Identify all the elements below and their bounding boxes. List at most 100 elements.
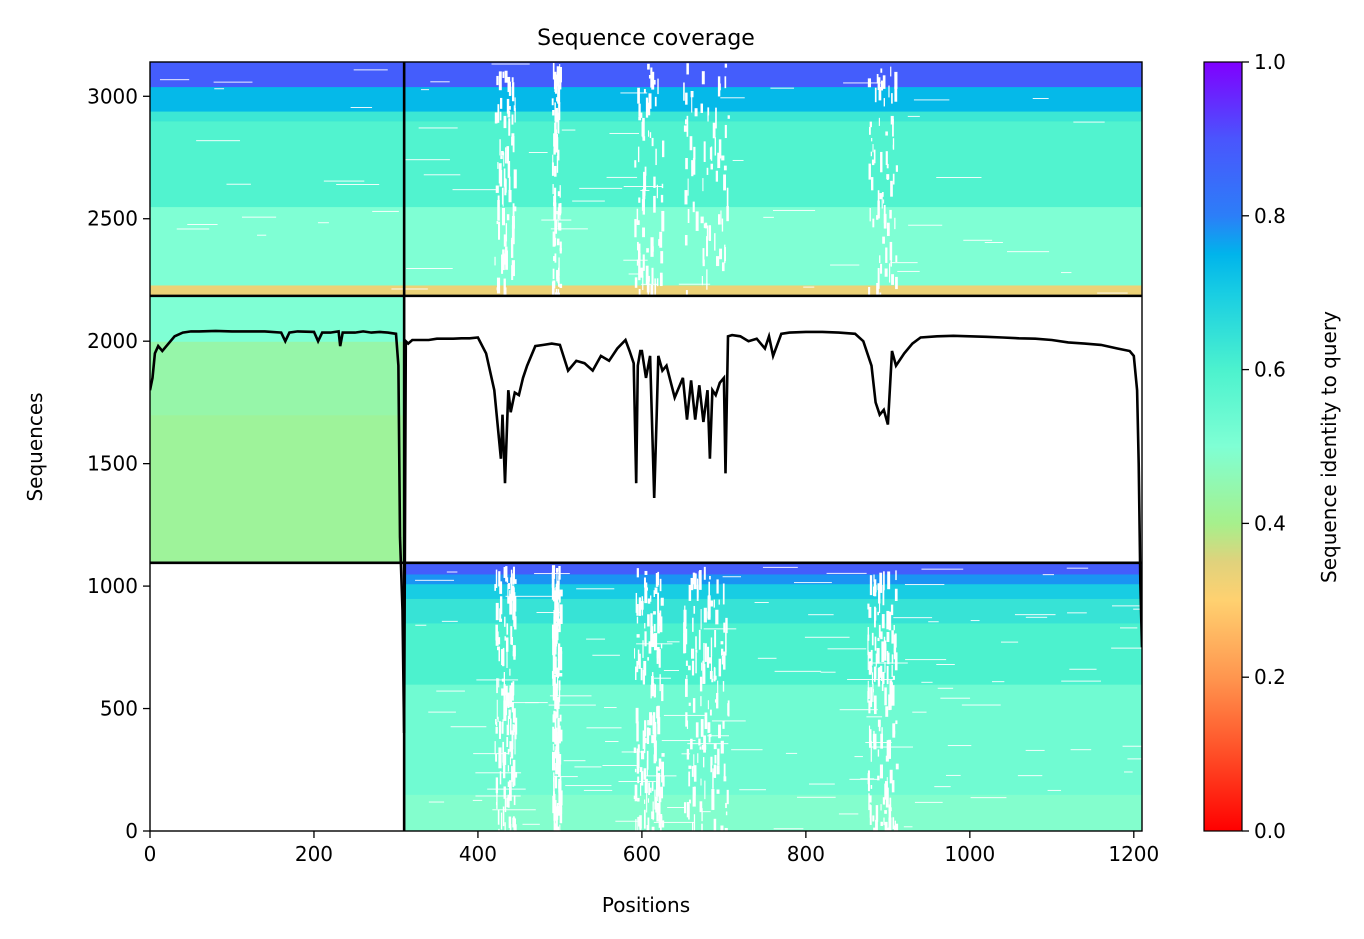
alignment-gap	[498, 721, 501, 739]
alignment-gap	[636, 259, 639, 266]
heatmap-band	[404, 622, 1142, 685]
alignment-gap	[513, 614, 515, 627]
alignment-gap	[707, 700, 709, 710]
alignment-gap	[890, 262, 918, 264]
alignment-gap	[495, 777, 499, 794]
alignment-gap	[503, 566, 506, 578]
alignment-gap	[885, 755, 889, 762]
alignment-gap	[552, 154, 554, 174]
alignment-gap	[727, 700, 730, 717]
heatmap-band	[150, 284, 1142, 297]
alignment-gap	[888, 85, 890, 98]
alignment-gap	[688, 803, 690, 820]
alignment-gap	[637, 817, 639, 831]
alignment-gap	[707, 735, 729, 737]
alignment-gap	[497, 716, 499, 722]
alignment-gap	[1119, 627, 1138, 629]
alignment-gap	[703, 223, 707, 228]
alignment-gap	[645, 97, 649, 118]
alignment-gap	[511, 237, 513, 252]
alignment-gap	[715, 609, 719, 625]
colorbar-tick-label: 0.2	[1254, 665, 1286, 689]
alignment-gap	[536, 612, 563, 613]
alignment-gap	[884, 810, 887, 814]
alignment-gap	[661, 820, 665, 828]
alignment-gap	[880, 263, 883, 274]
alignment-gap	[1042, 574, 1054, 576]
alignment-gap	[854, 756, 863, 758]
alignment-gap	[512, 817, 516, 828]
alignment-gap	[880, 151, 883, 173]
alignment-gap	[700, 696, 702, 707]
heatmap-band	[404, 562, 1142, 575]
alignment-gap	[725, 632, 727, 653]
alignment-gap	[1069, 668, 1097, 670]
alignment-gap	[808, 783, 835, 785]
alignment-gap	[871, 159, 875, 166]
alignment-gap	[641, 283, 659, 285]
alignment-gap	[505, 595, 552, 597]
alignment-gap	[710, 655, 713, 676]
alignment-gap	[707, 107, 710, 116]
alignment-gap	[214, 88, 225, 90]
alignment-gap	[658, 649, 661, 668]
alignment-gap	[804, 636, 850, 638]
alignment-gap	[871, 632, 874, 646]
alignment-gap	[648, 641, 652, 654]
alignment-gap	[867, 638, 869, 656]
alignment-gap	[688, 771, 691, 787]
alignment-gap	[372, 210, 399, 212]
alignment-gap	[574, 766, 602, 768]
alignment-gap	[553, 616, 557, 627]
alignment-gap	[525, 702, 539, 704]
alignment-gap	[634, 219, 637, 238]
alignment-gap	[428, 801, 445, 803]
alignment-gap	[690, 90, 694, 98]
alignment-gap	[642, 136, 646, 141]
alignment-gap	[739, 789, 766, 791]
alignment-gap	[553, 146, 556, 151]
alignment-gap	[888, 611, 892, 631]
alignment-gap	[720, 641, 724, 645]
alignment-gap	[559, 592, 561, 603]
alignment-gap	[639, 815, 642, 829]
alignment-gap	[648, 93, 652, 109]
alignment-gap	[879, 193, 882, 200]
alignment-gap	[706, 646, 710, 668]
alignment-gap	[895, 165, 898, 172]
alignment-gap	[551, 281, 555, 297]
alignment-gap	[510, 580, 512, 597]
alignment-gap	[695, 211, 699, 231]
alignment-gap	[646, 760, 648, 776]
alignment-gap	[506, 736, 509, 748]
alignment-gap	[507, 765, 509, 772]
alignment-gap	[511, 224, 515, 245]
alignment-gap	[572, 200, 605, 202]
alignment-gap	[872, 815, 875, 822]
alignment-gap	[892, 138, 895, 150]
alignment-gap	[510, 596, 512, 601]
alignment-gap	[878, 624, 881, 638]
alignment-gap	[639, 767, 643, 773]
alignment-gap	[552, 743, 554, 751]
alignment-gap	[638, 197, 641, 203]
alignment-gap	[873, 666, 876, 682]
alignment-gap	[496, 678, 498, 694]
alignment-gap	[883, 571, 885, 591]
alignment-gap	[663, 714, 707, 716]
alignment-gap	[559, 780, 562, 795]
alignment-gap	[507, 781, 511, 787]
alignment-gap	[693, 605, 696, 614]
alignment-gap	[881, 727, 883, 740]
alignment-gap	[700, 719, 704, 737]
alignment-gap	[657, 571, 660, 586]
alignment-gap	[492, 809, 536, 811]
alignment-gap	[646, 825, 649, 831]
alignment-gap	[503, 234, 507, 247]
alignment-gap	[890, 115, 894, 125]
alignment-gap	[706, 269, 708, 290]
alignment-gap	[711, 788, 715, 810]
alignment-gap	[494, 584, 496, 591]
alignment-gap	[637, 146, 640, 163]
alignment-gap	[642, 227, 645, 238]
